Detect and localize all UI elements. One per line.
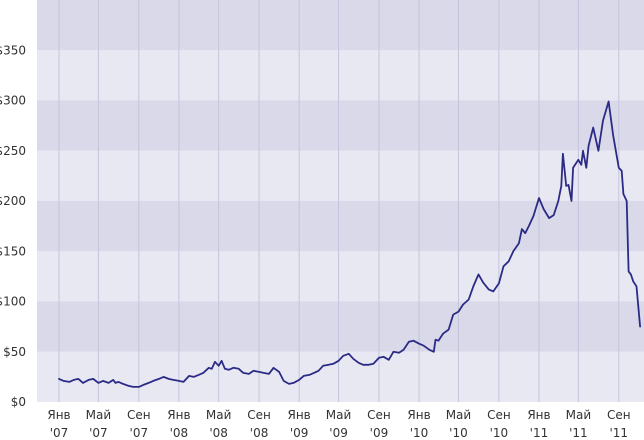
x-tick-label: Янв bbox=[527, 408, 550, 422]
y-tick-label: $250 bbox=[0, 144, 26, 158]
y-tick-label: $0 bbox=[11, 395, 26, 409]
series-layer bbox=[58, 100, 641, 388]
x-tick-year-label: '11 bbox=[530, 426, 549, 440]
x-tick-label: Сен bbox=[247, 408, 271, 422]
y-tick-label: $100 bbox=[0, 295, 26, 309]
x-tick-label: Май bbox=[326, 408, 352, 422]
x-tick-label: Май bbox=[206, 408, 232, 422]
y-tick-label: $50 bbox=[3, 345, 26, 359]
x-tick-label: Сен bbox=[607, 408, 631, 422]
x-tick-year-label: '08 bbox=[209, 426, 228, 440]
background-band bbox=[37, 201, 644, 252]
background-band bbox=[37, 150, 644, 201]
x-tick-year-label: '10 bbox=[490, 426, 509, 440]
x-tick-year-label: '07 bbox=[50, 426, 69, 440]
x-tick-label: Май bbox=[566, 408, 592, 422]
gridlines bbox=[58, 0, 620, 402]
x-tick-year-label: '10 bbox=[410, 426, 429, 440]
x-tick-label: Сен bbox=[487, 408, 511, 422]
y-tick-label: $300 bbox=[0, 94, 26, 108]
y-tick-label: $200 bbox=[0, 194, 26, 208]
y-axis-tick-labels: $0 $50 $100 $150 $200 $250 $300 $350 bbox=[0, 43, 26, 409]
x-tick-label: Янв bbox=[167, 408, 190, 422]
background-band bbox=[37, 50, 644, 101]
background-band bbox=[37, 351, 644, 402]
x-tick-year-label: '08 bbox=[170, 426, 189, 440]
y-tick-label: $350 bbox=[0, 43, 26, 57]
x-tick-label: Май bbox=[446, 408, 472, 422]
series-line bbox=[58, 100, 641, 388]
x-tick-year-label: '09 bbox=[290, 426, 309, 440]
background-band bbox=[37, 100, 644, 151]
background-band bbox=[37, 301, 644, 352]
x-tick-year-label: '10 bbox=[449, 426, 468, 440]
x-axis-tick-labels: Янв '07 Май '07 Сен '07 Янв '08 Май '08 Сен '08 Янв '… bbox=[47, 408, 630, 440]
x-tick-year-label: '08 bbox=[250, 426, 269, 440]
x-tick-year-label: '09 bbox=[370, 426, 389, 440]
x-tick-year-label: '11 bbox=[569, 426, 588, 440]
x-tick-label: Янв bbox=[47, 408, 70, 422]
x-tick-label: Янв bbox=[407, 408, 430, 422]
x-tick-year-label: '11 bbox=[610, 426, 629, 440]
x-tick-label: Сен bbox=[127, 408, 151, 422]
background-band bbox=[37, 0, 644, 51]
x-tick-label: Май bbox=[86, 408, 112, 422]
x-tick-year-label: '07 bbox=[130, 426, 149, 440]
x-tick-year-label: '07 bbox=[89, 426, 108, 440]
background-bands bbox=[37, 0, 644, 402]
x-tick-year-label: '09 bbox=[329, 426, 348, 440]
background-band bbox=[37, 251, 644, 302]
y-tick-label: $150 bbox=[0, 244, 26, 258]
x-tick-label: Янв bbox=[288, 408, 311, 422]
x-tick-label: Сен bbox=[367, 408, 391, 422]
